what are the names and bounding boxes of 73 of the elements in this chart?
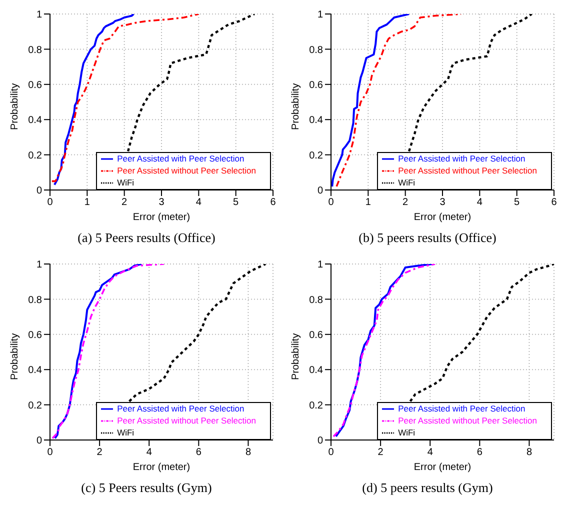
y-tick-label: 0.4 xyxy=(309,365,324,376)
y-tick-label: 0.6 xyxy=(28,330,42,341)
y-tick-label: 0.8 xyxy=(309,44,324,56)
x-tick-label: 5 xyxy=(514,197,520,208)
x-tick-label: 0 xyxy=(328,197,334,208)
y-tick-label: 0.6 xyxy=(309,330,324,341)
y-tick-label: 0 xyxy=(317,436,324,447)
legend-label: Peer Assisted without Peer Selection xyxy=(117,165,256,176)
x-tick-label: 3 xyxy=(158,197,165,208)
y-tick-label: 0.8 xyxy=(309,294,324,306)
legend-label: Peer Assisted with Peer Selection xyxy=(117,403,244,414)
legend-label: WiFi xyxy=(398,427,416,438)
x-tick-label: 1 xyxy=(365,197,372,208)
x-tick-label: 2 xyxy=(122,197,128,208)
x-tick-label: 2 xyxy=(378,447,384,458)
text: (a) 5 Peers results (Office) xyxy=(76,230,216,247)
x-tick-label: 3 xyxy=(440,197,446,208)
y-tick-label: 1 xyxy=(36,10,42,21)
x-tick-label: 8 xyxy=(245,447,252,458)
x-tick-label: 6 xyxy=(551,197,558,208)
x-axis-title: Error (meter) xyxy=(414,462,472,473)
y-axis-title: Probability xyxy=(290,83,302,130)
x-axis-title: Error (meter) xyxy=(132,212,190,223)
line-series xyxy=(53,14,135,186)
legend-label: WiFi xyxy=(117,427,134,438)
y-tick-label: 0.4 xyxy=(28,115,42,126)
x-tick-label: 4 xyxy=(427,447,434,458)
text: (d) 5 peers results (Gym) xyxy=(361,480,494,497)
y-tick-label: 1 xyxy=(317,260,324,271)
legend-label: Peer Assisted without Peer Selection xyxy=(398,415,537,426)
x-tick-label: 2 xyxy=(402,197,409,208)
y-tick-label: 0.2 xyxy=(309,150,324,162)
x-axis-title: Error (meter) xyxy=(132,462,190,473)
text: (c) 5 Peers results (Gym) xyxy=(80,480,213,497)
x-tick-label: 0 xyxy=(47,197,54,208)
y-tick-label: 0.6 xyxy=(28,80,42,91)
x-tick-label: 4 xyxy=(476,197,483,208)
x-tick-label: 8 xyxy=(526,447,532,458)
y-tick-label: 0.8 xyxy=(28,294,42,306)
y-tick-label: 0.8 xyxy=(28,44,42,56)
text: (b) 5 peers results (Office) xyxy=(358,230,498,247)
y-tick-label: 1 xyxy=(317,10,324,21)
x-axis-title: Error (meter) xyxy=(414,212,472,223)
y-tick-label: 0.2 xyxy=(28,150,42,162)
x-tick-label: 5 xyxy=(233,197,240,208)
legend-label: WiFi xyxy=(398,177,416,188)
x-tick-label: 6 xyxy=(270,197,276,208)
x-tick-label: 4 xyxy=(196,197,202,208)
x-tick-label: 6 xyxy=(196,447,202,458)
legend-label: Peer Assisted with Peer Selection xyxy=(398,153,526,164)
x-tick-label: 4 xyxy=(146,447,152,458)
y-tick-label: 0.2 xyxy=(28,400,42,412)
y-tick-label: 1 xyxy=(36,260,42,271)
x-tick-label: 6 xyxy=(476,447,483,458)
legend-label: WiFi xyxy=(117,177,134,188)
legend-label: Peer Assisted with Peer Selection xyxy=(398,403,526,414)
x-tick-label: 1 xyxy=(84,197,90,208)
y-tick-label: 0.4 xyxy=(28,365,42,376)
x-tick-label: 0 xyxy=(328,447,334,458)
legend-label: Peer Assisted without Peer Selection xyxy=(117,415,256,426)
legend-label: Peer Assisted without Peer Selection xyxy=(398,165,537,176)
y-axis-title: Probability xyxy=(10,83,21,130)
y-tick-label: 0.2 xyxy=(309,400,324,412)
y-axis-title: Probability xyxy=(10,333,21,380)
x-tick-label: 0 xyxy=(47,447,54,458)
x-tick-label: 2 xyxy=(96,447,103,458)
y-axis-title: Probability xyxy=(290,333,302,380)
y-tick-label: 0.6 xyxy=(309,80,324,91)
y-tick-label: 0 xyxy=(36,436,42,447)
y-tick-label: 0 xyxy=(36,186,42,197)
y-tick-label: 0.4 xyxy=(309,115,324,126)
legend-label: Peer Assisted with Peer Selection xyxy=(117,153,244,164)
y-tick-label: 0 xyxy=(317,186,324,197)
